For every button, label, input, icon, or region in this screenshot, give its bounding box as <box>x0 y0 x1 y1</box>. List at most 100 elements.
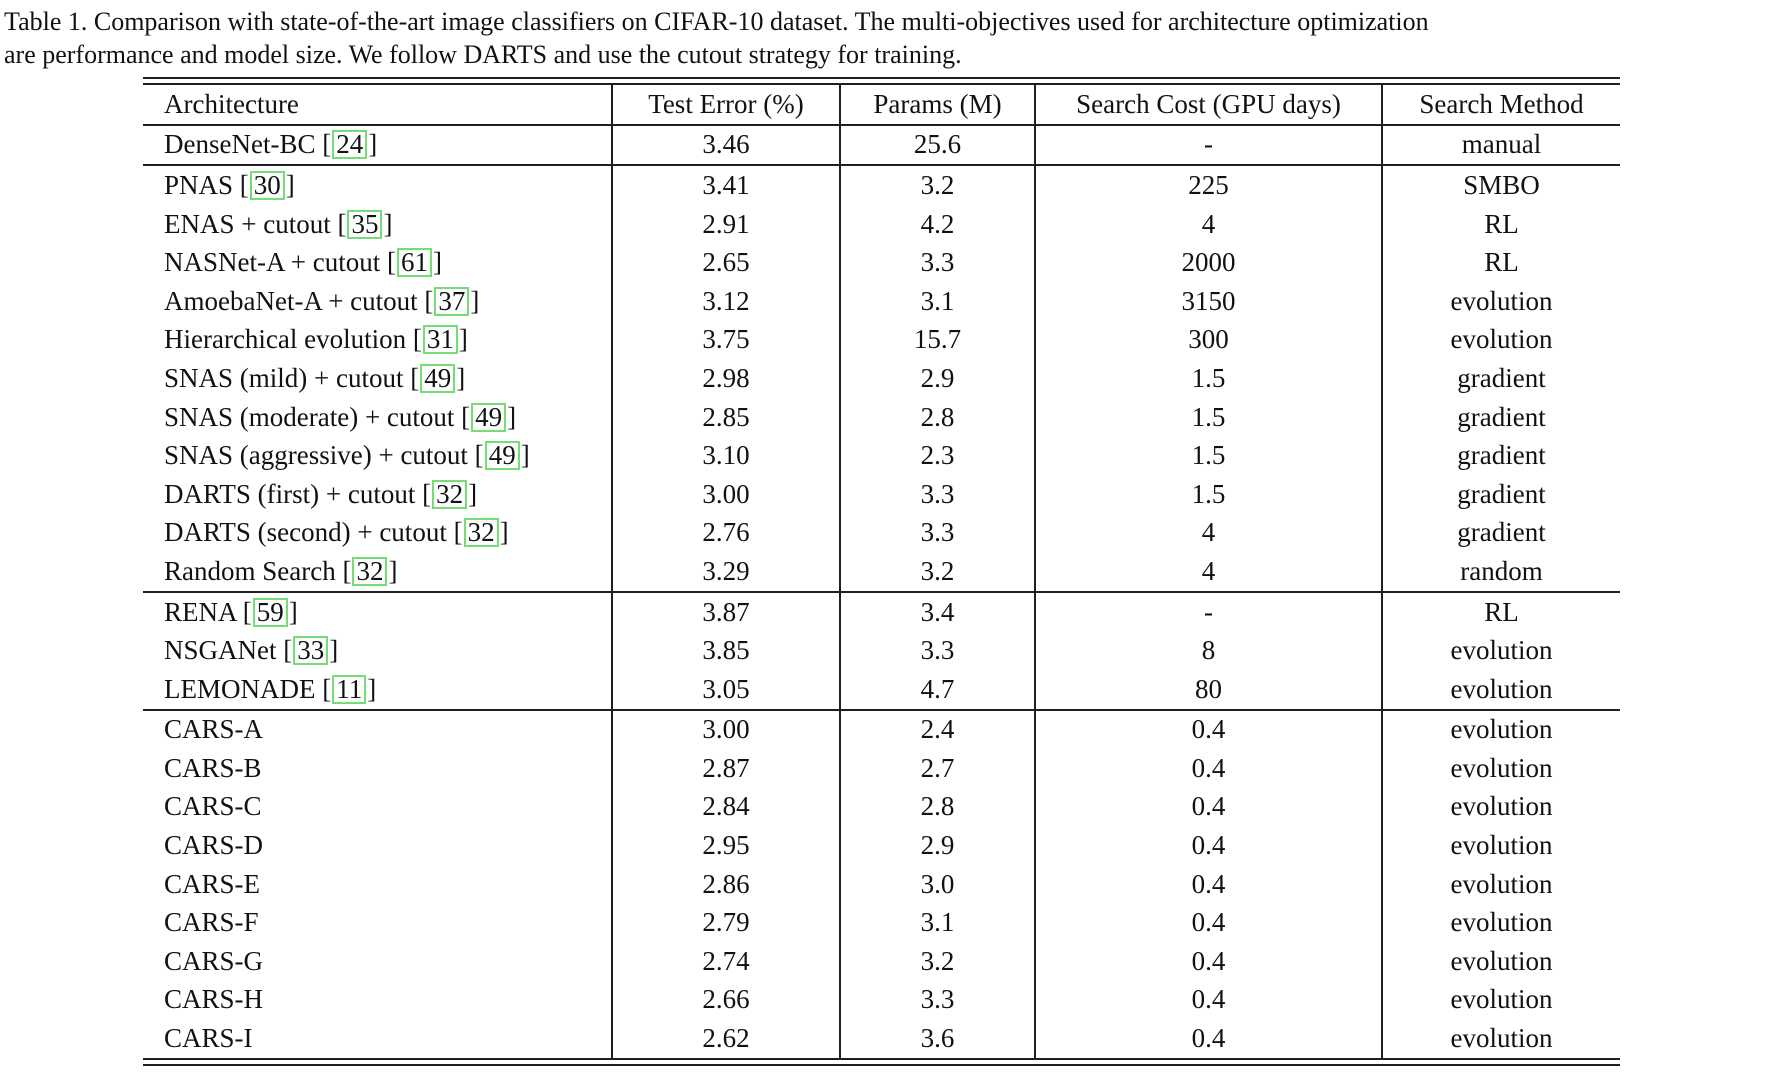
architecture-cell: DARTS (second) + cutout [32] <box>164 517 509 548</box>
test-error-cell: 2.98 <box>611 359 840 398</box>
test-error-cell: 2.76 <box>611 513 840 553</box>
architecture-cell: SNAS (aggressive) + cutout [49] <box>164 440 530 471</box>
search-cost-cell: 0.4 <box>1034 1019 1382 1058</box>
table-row: DARTS (second) + cutout [32] 2.76 3.3 4 grad… <box>143 513 1620 553</box>
table-caption: Table 1. Comparison with state-of-the-ar… <box>4 5 1770 71</box>
table-row: CARS-G 2.74 3.2 0.4 evolution <box>143 942 1620 981</box>
params-cell: 3.4 <box>839 591 1035 632</box>
search-method-cell: evolution <box>1381 669 1620 711</box>
params-cell: 2.4 <box>839 709 1035 750</box>
test-error-cell: 3.00 <box>611 474 840 514</box>
column-header-params: Params (M) <box>839 85 1035 126</box>
search-method-cell: gradient <box>1381 474 1620 514</box>
citation-link[interactable]: 61 <box>396 248 432 278</box>
citation-link[interactable]: 32 <box>463 518 499 548</box>
table-row: CARS-A 3.00 2.4 0.4 evolution <box>143 709 1620 750</box>
search-method-cell: random <box>1381 552 1620 593</box>
search-cost-cell: 0.4 <box>1034 980 1382 1020</box>
search-cost-cell: 0.4 <box>1034 709 1382 750</box>
params-cell: 2.9 <box>839 359 1035 398</box>
params-cell: 3.2 <box>839 942 1035 981</box>
search-method-cell: gradient <box>1381 436 1620 475</box>
table-row: SNAS (moderate) + cutout [49] 2.85 2.8 1.5 g… <box>143 397 1620 437</box>
table-row: AmoebaNet-A + cutout [37] 3.12 3.1 3150 evol… <box>143 281 1620 321</box>
test-error-cell: 2.95 <box>611 826 840 865</box>
citation-link[interactable]: 11 <box>332 674 367 704</box>
citation-link[interactable]: 32 <box>352 556 388 586</box>
test-error-cell: 2.87 <box>611 749 840 788</box>
search-method-cell: RL <box>1381 204 1620 244</box>
search-method-cell: evolution <box>1381 787 1620 827</box>
test-error-cell: 3.41 <box>611 165 840 205</box>
test-error-cell: 3.75 <box>611 320 840 360</box>
params-cell: 4.7 <box>839 669 1035 711</box>
search-cost-cell: 0.4 <box>1034 864 1382 904</box>
search-method-cell: evolution <box>1381 864 1620 904</box>
table-row: ENAS + cutout [35] 2.91 4.2 4 RL <box>143 204 1620 244</box>
params-cell: 15.7 <box>839 320 1035 360</box>
architecture-cell: Hierarchical evolution [31] <box>164 324 468 355</box>
search-method-cell: evolution <box>1381 281 1620 321</box>
caption-line-2: are performance and model size. We follo… <box>4 40 962 69</box>
table-bottom-rule <box>143 1057 1620 1066</box>
test-error-cell: 2.65 <box>611 243 840 282</box>
params-cell: 2.8 <box>839 787 1035 827</box>
search-cost-cell: 0.4 <box>1034 787 1382 827</box>
test-error-cell: 3.10 <box>611 436 840 475</box>
test-error-cell: 3.05 <box>611 669 840 711</box>
test-error-cell: 2.85 <box>611 397 840 437</box>
test-error-cell: 2.79 <box>611 903 840 943</box>
citation-link[interactable]: 32 <box>432 479 468 509</box>
table-row: RENA [59] 3.87 3.4- RL <box>143 591 1620 632</box>
citation-link[interactable]: 33 <box>293 636 329 666</box>
architecture-cell: Random Search [32] <box>143 552 612 593</box>
search-cost-cell: 3150 <box>1034 281 1382 321</box>
table-row: CARS-C 2.84 2.8 0.4 evolution <box>143 787 1620 827</box>
citation-link[interactable]: 30 <box>249 170 285 200</box>
params-cell: 3.2 <box>839 165 1035 205</box>
params-cell: 3.3 <box>839 980 1035 1020</box>
params-cell: 3.6 <box>839 1019 1035 1058</box>
column-header-search-cost: Search Cost (GPU days) <box>1034 85 1382 126</box>
paper-page: Table 1. Comparison with state-of-the-ar… <box>0 5 1774 1080</box>
search-cost-cell: 0.4 <box>1034 903 1382 943</box>
citation-link[interactable]: 49 <box>484 441 520 471</box>
params-cell: 3.0 <box>839 864 1035 904</box>
table-header-row: Architecture Test Error (%) Params (M) S… <box>143 85 1620 126</box>
params-cell: 3.3 <box>839 474 1035 514</box>
search-cost-cell: 4 <box>1034 552 1382 593</box>
table-row: CARS-B 2.87 2.7 0.4 evolution <box>143 749 1620 788</box>
table-row: CARS-H 2.66 3.3 0.4 evolution <box>143 980 1620 1020</box>
search-cost-cell: 1.5 <box>1034 474 1382 514</box>
table-row: LEMONADE [11] 3.05 4.7 80 evolution <box>143 669 1620 711</box>
test-error-cell: 2.74 <box>611 942 840 981</box>
citation-link[interactable]: 59 <box>252 597 288 627</box>
citation-link[interactable]: 49 <box>471 402 507 432</box>
architecture-cell: DARTS (first) + cutout [32] <box>164 478 478 509</box>
search-cost-cell: 225 <box>1034 165 1382 205</box>
table-row: DenseNet-BC [24] 3.46 25.6- manual <box>143 124 1620 167</box>
architecture-cell: SNAS (moderate) + cutout [49] <box>164 401 517 432</box>
test-error-cell: 3.46 <box>611 124 840 167</box>
table-row: Hierarchical evolution [31] 3.75 15.7 300 ev… <box>143 320 1620 360</box>
params-cell: 3.1 <box>839 281 1035 321</box>
table-row: CARS-D 2.95 2.9 0.4 evolution <box>143 826 1620 865</box>
citation-link[interactable]: 35 <box>347 209 383 239</box>
citation-link[interactable]: 37 <box>434 286 470 316</box>
column-header-search-method: Search Method <box>1381 85 1620 126</box>
search-cost-cell: 0.4 <box>1034 826 1382 865</box>
architecture-cell: CARS-C <box>164 791 262 822</box>
search-method-cell: evolution <box>1381 749 1620 788</box>
results-table: Architecture Test Error (%) Params (M) S… <box>143 85 1620 1058</box>
architecture-cell: NSGANet [33] <box>164 635 339 666</box>
params-cell: 2.3 <box>839 436 1035 475</box>
search-cost-cell: 2000 <box>1034 243 1382 282</box>
search-method-cell: evolution <box>1381 1019 1620 1058</box>
search-cost-cell: - <box>1034 124 1382 167</box>
citation-link[interactable]: 24 <box>332 130 368 160</box>
architecture-cell: DenseNet-BC [24] <box>143 124 612 167</box>
citation-link[interactable]: 31 <box>422 325 458 355</box>
search-method-cell: SMBO <box>1381 165 1620 205</box>
citation-link[interactable]: 49 <box>420 363 456 393</box>
table-row: NASNet-A + cutout [61] 2.65 3.3 2000 RL <box>143 243 1620 282</box>
